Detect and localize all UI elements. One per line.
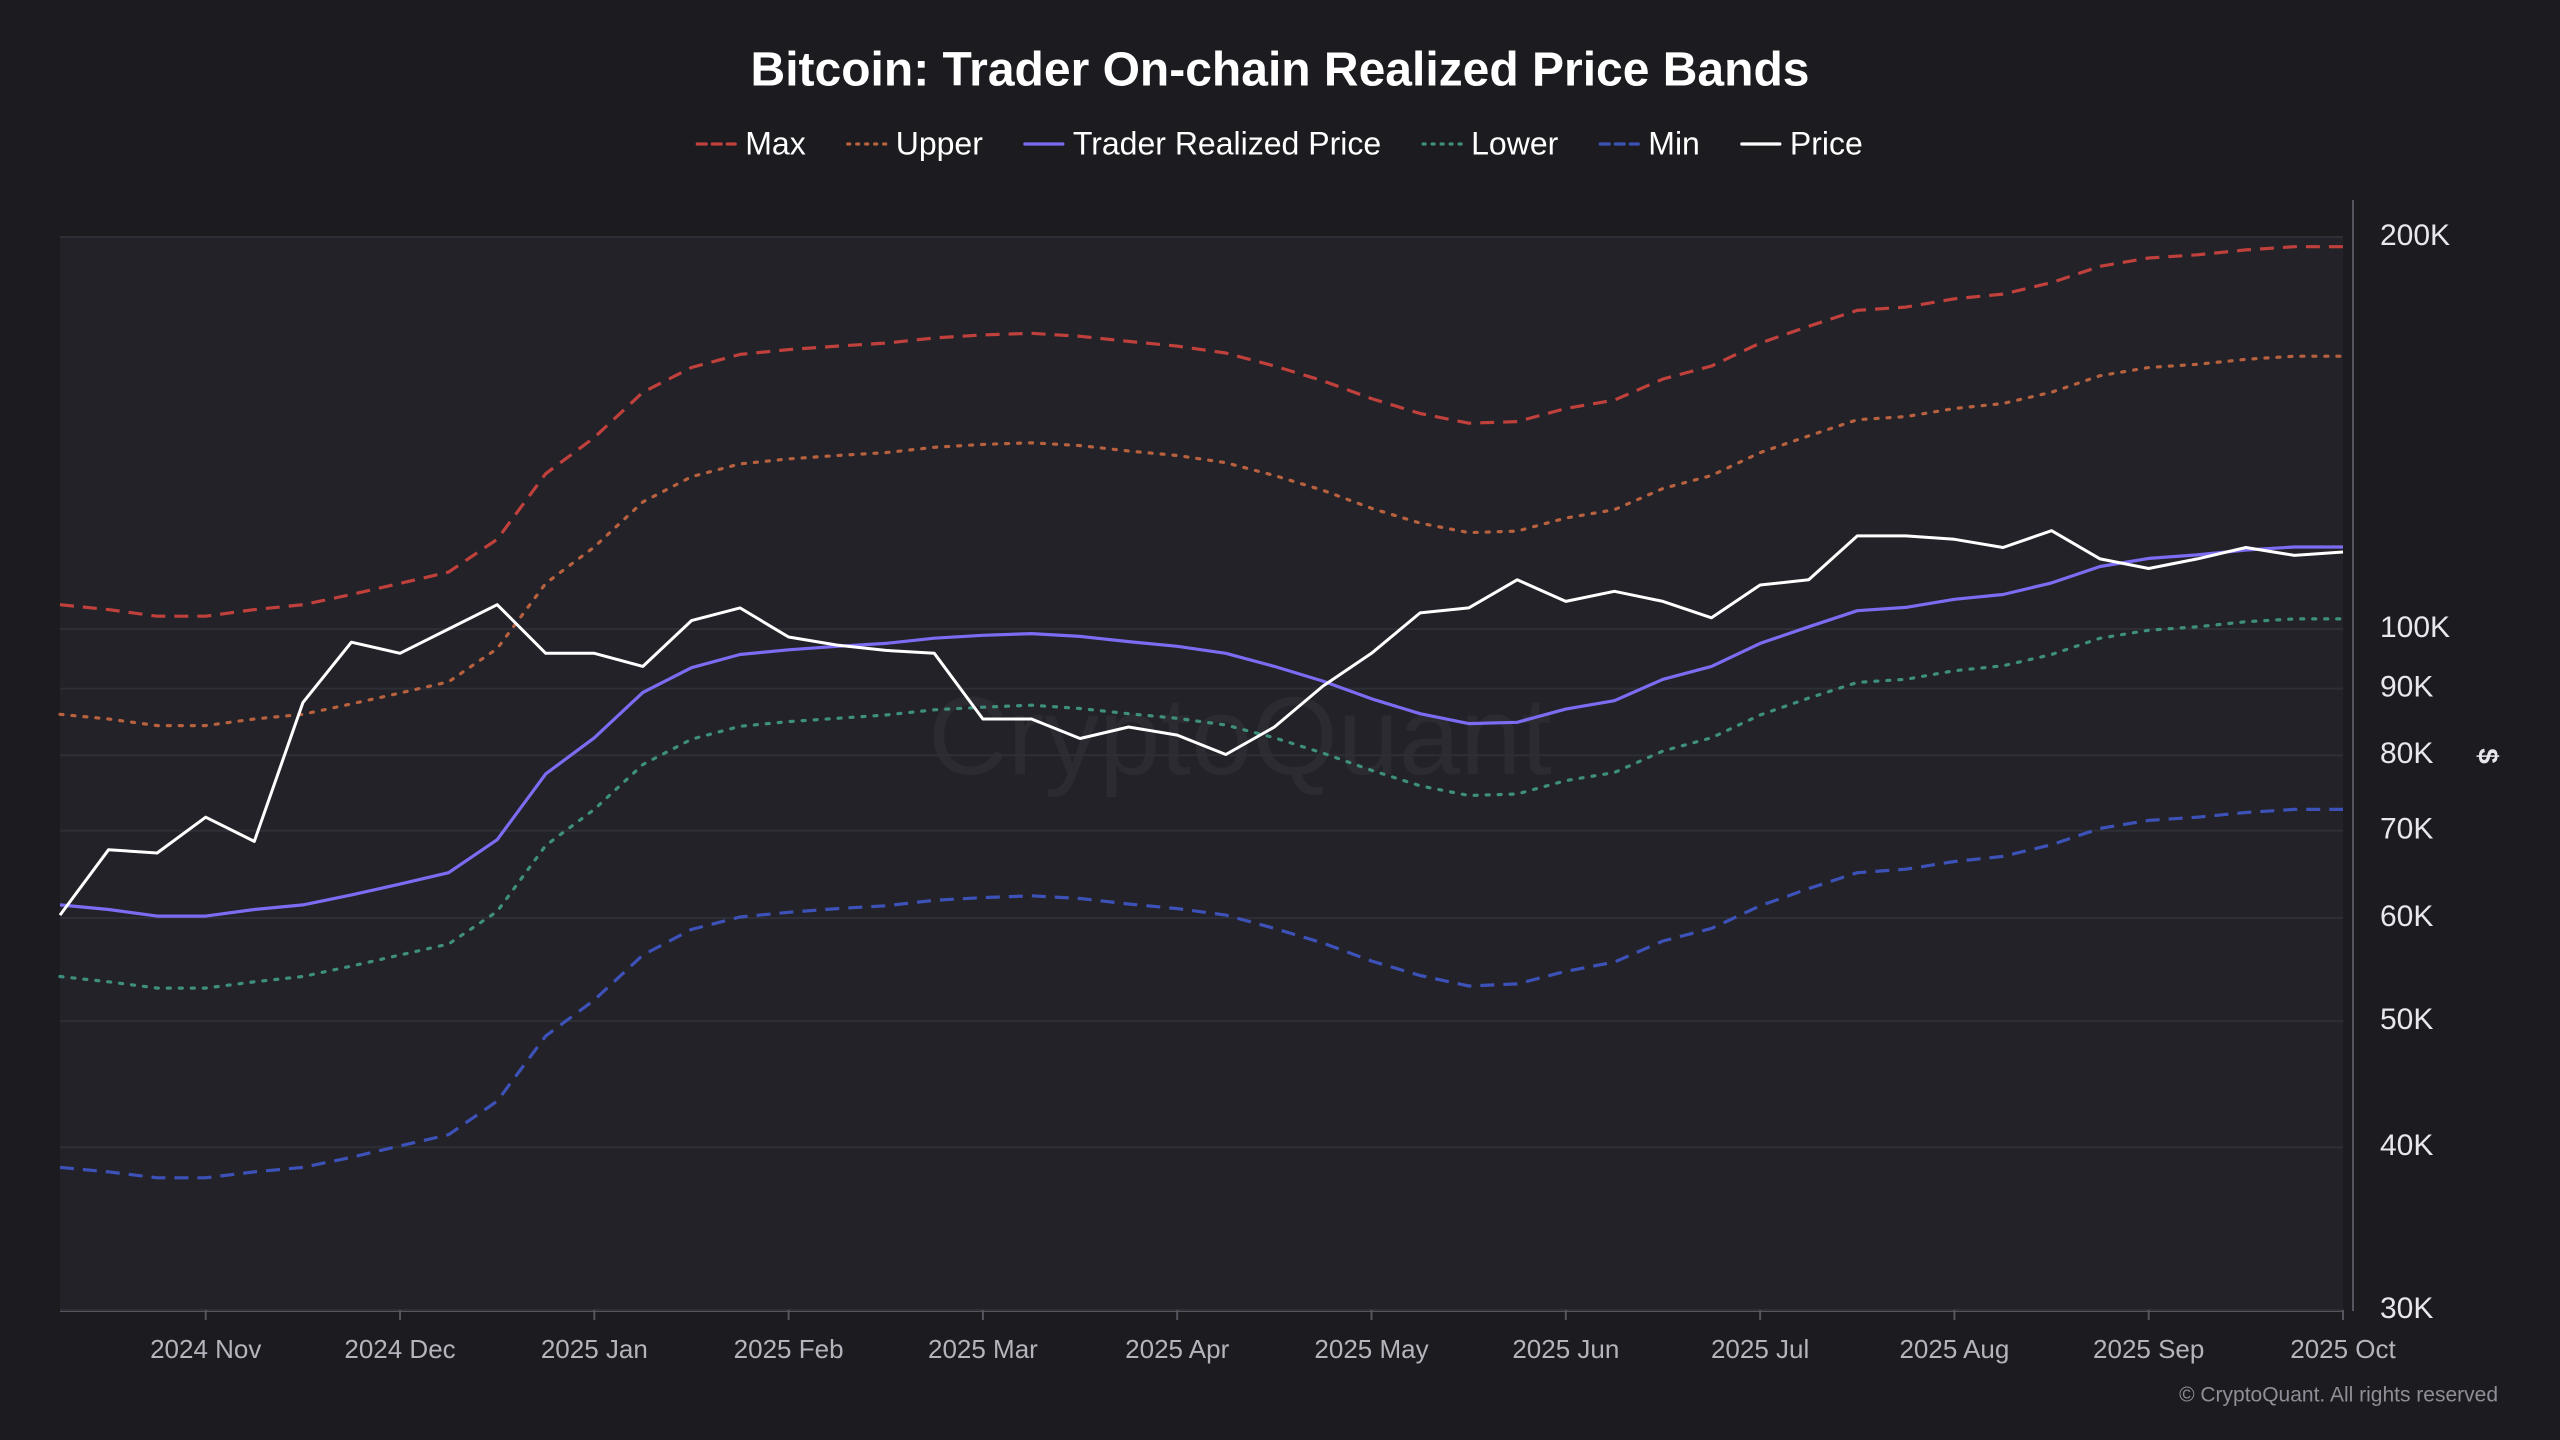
x-tick-label: 2025 May (1314, 1334, 1428, 1364)
legend-label: Upper (896, 125, 984, 161)
legend-item: Lower (1421, 125, 1559, 161)
legend: Max Upper Trader Realized Price Lower Min Pri… (695, 125, 1863, 161)
watermark: CryptoQuant (928, 675, 1552, 798)
x-tick-label: 2024 Dec (344, 1334, 455, 1364)
y-tick-label: 100K (2380, 611, 2450, 644)
y-tick-label: 200K (2380, 219, 2450, 252)
chart-title: Bitcoin: Trader On-chain Realized Price … (751, 44, 1810, 97)
legend-label: Min (1648, 125, 1700, 161)
legend-label: Lower (1471, 125, 1559, 161)
x-tick-label: 2024 Nov (150, 1334, 261, 1364)
y-tick-label: 60K (2380, 900, 2433, 933)
y-axis-label: $ (2473, 748, 2504, 764)
series-line (58, 617, 2345, 990)
y-tick-label: 90K (2380, 671, 2433, 704)
grid: 30K 40K 50K 60K 70K 80K 90K 100K 200K 2024 Nov 202… (60, 219, 2450, 1364)
legend-item: Upper (846, 125, 984, 161)
legend-label: Max (745, 125, 805, 161)
copyright: © CryptoQuant. All rights reserved (2179, 1384, 2498, 1407)
y-tick-label: 50K (2380, 1003, 2433, 1036)
y-tick-label: 30K (2380, 1292, 2433, 1325)
y-tick-label: 40K (2380, 1129, 2433, 1162)
legend-item: Min (1598, 125, 1700, 161)
y-tick-label: 70K (2380, 813, 2433, 846)
legend-label: Price (1790, 125, 1863, 161)
legend-label: Trader Realized Price (1073, 125, 1381, 161)
series-line (58, 529, 2344, 916)
x-tick-label: 2025 Mar (928, 1334, 1038, 1364)
x-tick-label: 2025 Aug (1899, 1334, 2009, 1364)
x-tick-label: 2025 Feb (734, 1334, 844, 1364)
series-line (58, 354, 2345, 728)
legend-item: Trader Realized Price (1023, 125, 1381, 161)
legend-item: Price (1740, 125, 1863, 161)
y-tick-label: 80K (2380, 737, 2433, 770)
series-lines (58, 245, 2345, 1180)
series-line (59, 545, 2343, 918)
x-tick-label: 2025 Jul (1711, 1334, 1809, 1364)
series-line (59, 807, 2343, 1180)
x-tick-label: 2025 Jan (541, 1334, 648, 1364)
plot-area (60, 238, 2343, 1311)
x-tick-label: 2025 Sep (2093, 1334, 2204, 1364)
legend-item: Max (695, 125, 806, 161)
series-line (59, 245, 2343, 618)
x-tick-label: 2025 Jun (1512, 1334, 1619, 1364)
x-tick-label: 2025 Apr (1125, 1334, 1229, 1364)
x-tick-label: 2025 Oct (2290, 1334, 2396, 1364)
